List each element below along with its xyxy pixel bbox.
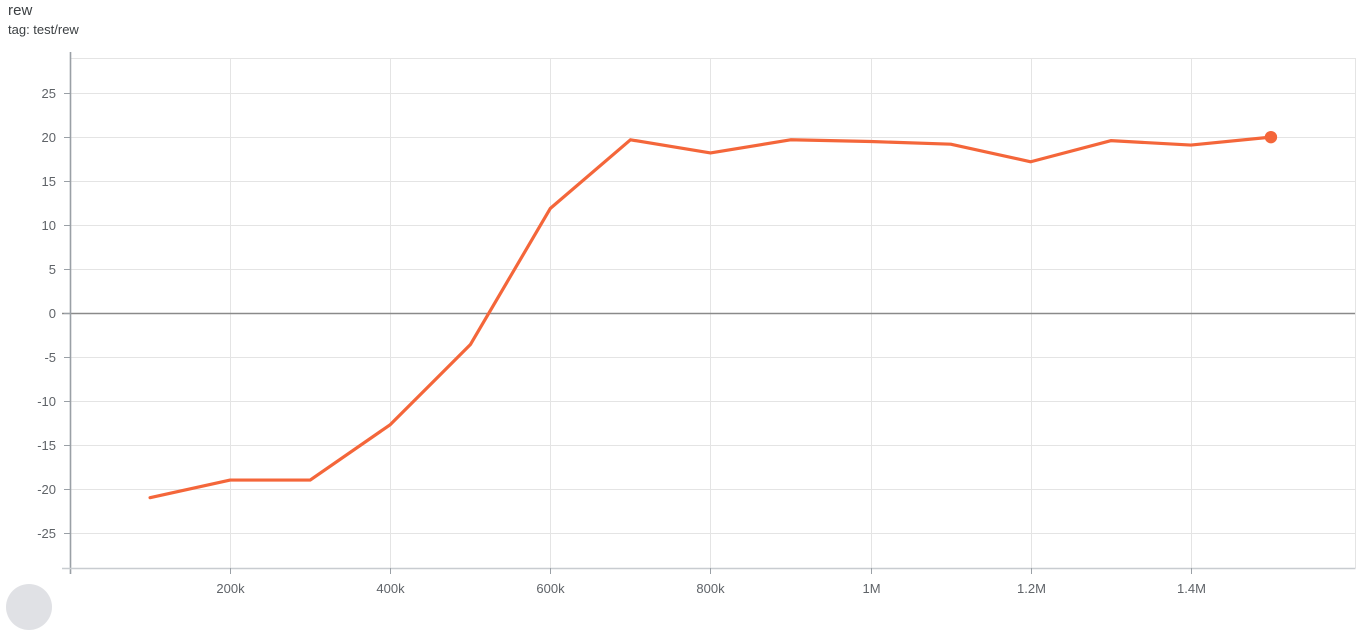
y-tick-label: 20 <box>42 130 56 145</box>
y-tick-label: -10 <box>37 394 56 409</box>
x-tick-label: 200k <box>216 581 245 596</box>
y-tick-label: -5 <box>44 350 56 365</box>
x-tick-label: 400k <box>376 581 405 596</box>
series-line[interactable] <box>148 135 1273 500</box>
x-tick-label: 1M <box>862 581 880 596</box>
series-lines[interactable] <box>148 130 1278 500</box>
series-endpoint-marker[interactable] <box>1264 130 1278 144</box>
x-tick-label: 1.2M <box>1017 581 1046 596</box>
y-tick-label: 25 <box>42 86 56 101</box>
plot-frame <box>70 58 1356 568</box>
y-tick-label: 5 <box>49 262 56 277</box>
axis-tick-labels: 25 20 15 10 5 0 -5 -10 -15 -20 -25 200k 400k 600k 800k… <box>37 86 1206 596</box>
y-tick-label: 15 <box>42 174 56 189</box>
y-gridlines <box>70 93 1355 534</box>
x-tick-label: 600k <box>536 581 565 596</box>
y-tick-label: 10 <box>42 218 56 233</box>
y-tick-label: 0 <box>49 306 56 321</box>
x-tick-label: 1.4M <box>1177 581 1206 596</box>
line-chart-plot[interactable]: 25 20 15 10 5 0 -5 -10 -15 -20 -25 200k 400k 600k 800k… <box>0 0 1370 602</box>
corner-decoration-circle <box>6 584 52 630</box>
y-tick-label: -20 <box>37 482 56 497</box>
axis-lines <box>62 52 1356 574</box>
y-tick-label: -25 <box>37 526 56 541</box>
page-title: rew <box>8 2 33 19</box>
axis-ticks <box>64 93 1192 574</box>
y-tick-label: -15 <box>37 438 56 453</box>
x-tick-label: 800k <box>696 581 725 596</box>
chart-tag-label: tag: test/rew <box>8 22 79 37</box>
